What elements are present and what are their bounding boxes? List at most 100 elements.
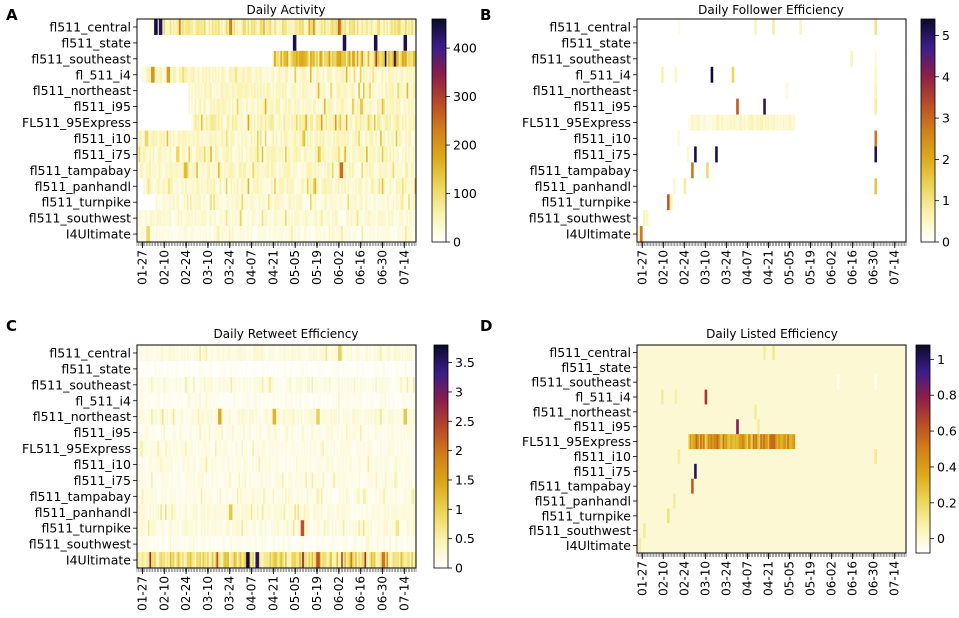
heatmap-cell <box>333 392 336 409</box>
heatmap-cell <box>314 520 317 537</box>
heatmap-cell <box>364 82 367 99</box>
heatmap-cell <box>196 98 199 115</box>
heatmap-cell <box>214 360 217 377</box>
heatmap-cell <box>249 504 252 521</box>
heatmap-cell <box>230 472 233 489</box>
heatmap-cell <box>302 392 305 409</box>
heatmap-cell <box>380 178 383 195</box>
heatmap-cell <box>394 488 397 505</box>
heatmap-cell <box>208 392 211 409</box>
heatmap-cell <box>355 424 358 441</box>
y-tick-label: fl511_northeast <box>533 83 631 98</box>
heatmap-cell <box>230 392 233 409</box>
heatmap-cell <box>255 146 258 163</box>
heatmap-cell <box>157 456 160 473</box>
heatmap-cell <box>406 376 409 393</box>
heatmap-cell <box>208 82 211 99</box>
heatmap-cell <box>233 488 236 505</box>
heatmap-cell <box>392 114 395 131</box>
heatmap-cell <box>405 226 408 242</box>
heatmap-cell <box>197 376 200 393</box>
heatmap-cell <box>252 98 255 115</box>
heatmap-cell <box>331 98 334 115</box>
heatmap-cell <box>288 114 291 131</box>
heatmap-cell <box>308 82 311 99</box>
heatmap-cell <box>389 130 392 147</box>
heatmap-cell <box>274 504 277 521</box>
heatmap-cell <box>174 392 177 409</box>
heatmap-cell <box>327 376 330 393</box>
heatmap-cell <box>222 392 225 409</box>
heatmap-cell <box>174 226 177 242</box>
heatmap-cell <box>228 162 231 179</box>
heatmap-cell <box>151 178 153 195</box>
heatmap-cell <box>288 146 291 163</box>
heatmap-cell <box>414 82 417 99</box>
heatmap-cell <box>342 210 345 227</box>
heatmap-cell <box>140 456 143 473</box>
heatmap-cell <box>305 162 308 179</box>
heatmap-cell <box>375 392 378 409</box>
heatmap-cell <box>352 440 355 457</box>
heatmap-cell <box>363 440 365 457</box>
heatmap-cell <box>386 82 389 99</box>
heatmap-cell <box>391 226 394 242</box>
heatmap-cell <box>207 162 210 179</box>
heatmap-cell <box>381 376 384 393</box>
heatmap-cell <box>361 146 364 163</box>
heatmap-cell <box>163 504 166 521</box>
heatmap-cell <box>225 440 228 457</box>
heatmap-cell <box>350 345 353 361</box>
heatmap-cell <box>224 424 227 441</box>
heatmap-cell <box>166 456 169 473</box>
heatmap-cell <box>205 114 208 131</box>
heatmap-cell <box>358 226 361 242</box>
heatmap-cell <box>263 66 266 83</box>
heatmap-cell <box>405 424 408 441</box>
heatmap-cell <box>408 210 411 227</box>
heatmap-cell <box>311 360 314 377</box>
heatmap-cell <box>283 440 286 457</box>
heatmap-cell <box>193 82 196 99</box>
heatmap-cell <box>196 504 199 521</box>
heatmap-cell <box>138 408 141 425</box>
heatmap-cell <box>387 345 390 361</box>
heatmap-cell <box>161 536 164 553</box>
heatmap-cell <box>294 226 297 242</box>
heatmap-cell <box>375 376 378 393</box>
heatmap-cell <box>171 392 174 409</box>
heatmap-cell <box>182 194 185 211</box>
heatmap-cell <box>225 424 228 441</box>
heatmap-cell <box>278 210 281 227</box>
heatmap-cell <box>250 424 253 441</box>
heatmap-cell <box>269 130 272 147</box>
heatmap-cell <box>216 178 219 195</box>
heatmap-cell <box>294 98 297 115</box>
heatmap-cell <box>292 488 295 505</box>
heatmap-cell <box>205 98 208 115</box>
heatmap-cell <box>175 210 178 227</box>
heatmap-cell <box>252 66 255 83</box>
heatmap-cell <box>147 472 150 489</box>
heatmap-cell <box>225 456 228 473</box>
heatmap-cell <box>320 162 323 179</box>
heatmap-cell <box>272 536 275 553</box>
heatmap-cell <box>361 114 364 131</box>
heatmap-cell <box>381 392 384 409</box>
heatmap-cell <box>210 488 213 505</box>
heatmap-cell <box>333 424 336 441</box>
heatmap-cell <box>355 194 358 211</box>
heatmap-cell <box>171 66 174 83</box>
heatmap-cell <box>267 408 270 425</box>
heatmap-cell <box>267 440 270 457</box>
heatmap-cell <box>316 226 319 242</box>
heatmap-cell <box>163 345 166 361</box>
heatmap-cell <box>275 146 278 163</box>
heatmap-cell <box>194 424 197 441</box>
heatmap-cell <box>233 98 236 115</box>
heatmap-cell <box>188 360 191 377</box>
heatmap-cell <box>317 488 320 505</box>
heatmap-cell <box>403 194 406 211</box>
heatmap-cell <box>208 424 211 441</box>
heatmap-cell <box>381 146 384 163</box>
